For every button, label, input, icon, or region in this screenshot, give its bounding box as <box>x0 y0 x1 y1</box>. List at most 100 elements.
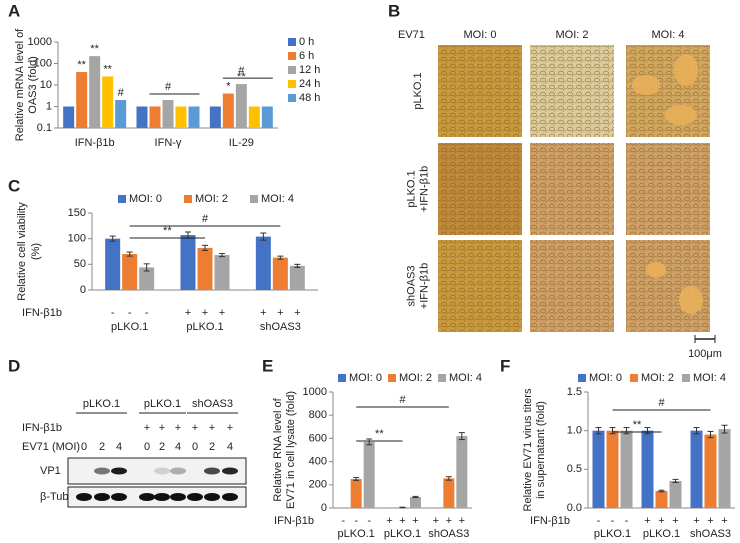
plaque <box>674 54 698 86</box>
y-tick-label: 1.0 <box>567 425 582 437</box>
treatment-label: IFN-β1b <box>22 422 62 434</box>
micrograph-texture <box>530 45 614 137</box>
x-tick-label: shOAS3 <box>260 321 301 333</box>
x-tick-label: IFN-β1b <box>75 137 115 149</box>
legend-swatch <box>288 52 296 60</box>
x-tick-label: shOAS3 <box>428 528 469 540</box>
comparison-mark: ** <box>375 428 384 440</box>
legend-label: MOI: 4 <box>261 193 294 205</box>
y-axis-label: EV71 in cell lysate (fold) <box>285 391 297 509</box>
bar <box>105 238 121 290</box>
bar <box>197 247 213 290</box>
bar <box>456 436 468 508</box>
legend-swatch <box>288 94 296 102</box>
y-tick-label: 100 <box>68 233 86 245</box>
micrograph-texture <box>438 143 522 235</box>
legend-swatch <box>438 374 446 382</box>
moi-value: 2 <box>159 441 165 453</box>
micrograph-texture <box>530 143 614 235</box>
micrograph-texture <box>438 240 522 332</box>
treatment-sign: + <box>159 422 165 434</box>
y-tick-label: 10 <box>40 79 52 91</box>
treatment-sign: + <box>644 515 650 527</box>
row-label: +IFN-β1b <box>418 263 430 309</box>
column-label: MOI: 4 <box>651 29 684 41</box>
bar <box>139 267 155 290</box>
bar <box>718 429 731 508</box>
moi-value: 0 <box>144 441 150 453</box>
treatment-label: IFN-β1b <box>22 307 62 319</box>
group-label: pLKO.1 <box>83 398 120 410</box>
legend-swatch <box>682 374 690 382</box>
comparison-mark: ** <box>163 225 172 237</box>
y-axis-label: Relative EV71 virus titers <box>522 388 534 511</box>
bar <box>655 490 668 508</box>
treatment-sign: + <box>227 422 233 434</box>
blot-band <box>170 493 186 501</box>
significance-mark: ** <box>103 63 112 75</box>
legend-label: 0 h <box>299 36 314 48</box>
panel-letter: F <box>500 356 510 375</box>
panel-letter: C <box>8 176 20 195</box>
significance-mark: # <box>238 65 245 77</box>
bar <box>620 430 633 508</box>
treatment-sign: + <box>459 515 465 527</box>
treatment-sign: + <box>185 307 191 319</box>
blot-band <box>111 467 127 475</box>
comparison-mark: # <box>399 394 406 406</box>
bar <box>89 56 101 129</box>
header-label: EV71 <box>398 29 425 41</box>
x-tick-label: pLKO.1 <box>384 528 421 540</box>
bar <box>149 106 161 128</box>
treatment-sign: + <box>433 515 439 527</box>
legend-swatch <box>578 374 586 382</box>
bar <box>704 434 717 508</box>
y-tick-label: 150 <box>68 207 86 219</box>
bar <box>255 236 271 290</box>
moi-value: 4 <box>175 441 181 453</box>
comparison-mark: ** <box>633 419 642 431</box>
legend-swatch <box>184 195 192 203</box>
y-tick-label: 0.5 <box>567 463 582 475</box>
blot-band <box>154 467 170 475</box>
legend-label: MOI: 4 <box>449 372 482 384</box>
significance-mark: ** <box>90 43 99 55</box>
x-tick-label: pLKO.1 <box>111 321 148 333</box>
moi-value: 4 <box>227 441 233 453</box>
treatment-sign: + <box>209 422 215 434</box>
row-label: pLKO.1 <box>412 72 424 109</box>
treatment-sign: + <box>294 307 300 319</box>
moi-value: 0 <box>192 441 198 453</box>
bar <box>289 265 305 290</box>
plaque <box>632 75 660 95</box>
legend-label: MOI: 0 <box>589 372 622 384</box>
panel-letter: D <box>8 356 20 375</box>
treatment-sign: - <box>597 515 601 527</box>
legend-label: 24 h <box>299 78 320 90</box>
row-label: +IFN-β1b <box>418 166 430 212</box>
legend-label: MOI: 2 <box>195 193 228 205</box>
treatment-sign: + <box>175 422 181 434</box>
blot-band <box>187 493 203 501</box>
treatment-label: IFN-β1b <box>274 515 314 527</box>
treatment-sign: + <box>192 422 198 434</box>
treatment-sign: + <box>386 515 392 527</box>
y-tick-label: 1 <box>46 100 52 112</box>
treatment-sign: + <box>399 515 405 527</box>
treatment-sign: - <box>611 515 615 527</box>
y-tick-label: 1000 <box>28 36 52 48</box>
treatment-sign: - <box>625 515 629 527</box>
micrograph-texture <box>438 45 522 137</box>
legend-swatch <box>630 374 638 382</box>
x-tick-label: IFN-γ <box>155 137 182 149</box>
treatment-sign: + <box>144 422 150 434</box>
y-tick-label: 100 <box>34 57 52 69</box>
bar <box>76 72 88 128</box>
y-axis-label: Relative RNA level of <box>272 397 284 501</box>
treatment-sign: + <box>219 307 225 319</box>
significance-mark: * <box>226 80 231 92</box>
bar <box>63 106 75 128</box>
blot-band <box>204 467 220 475</box>
bar <box>235 84 247 128</box>
